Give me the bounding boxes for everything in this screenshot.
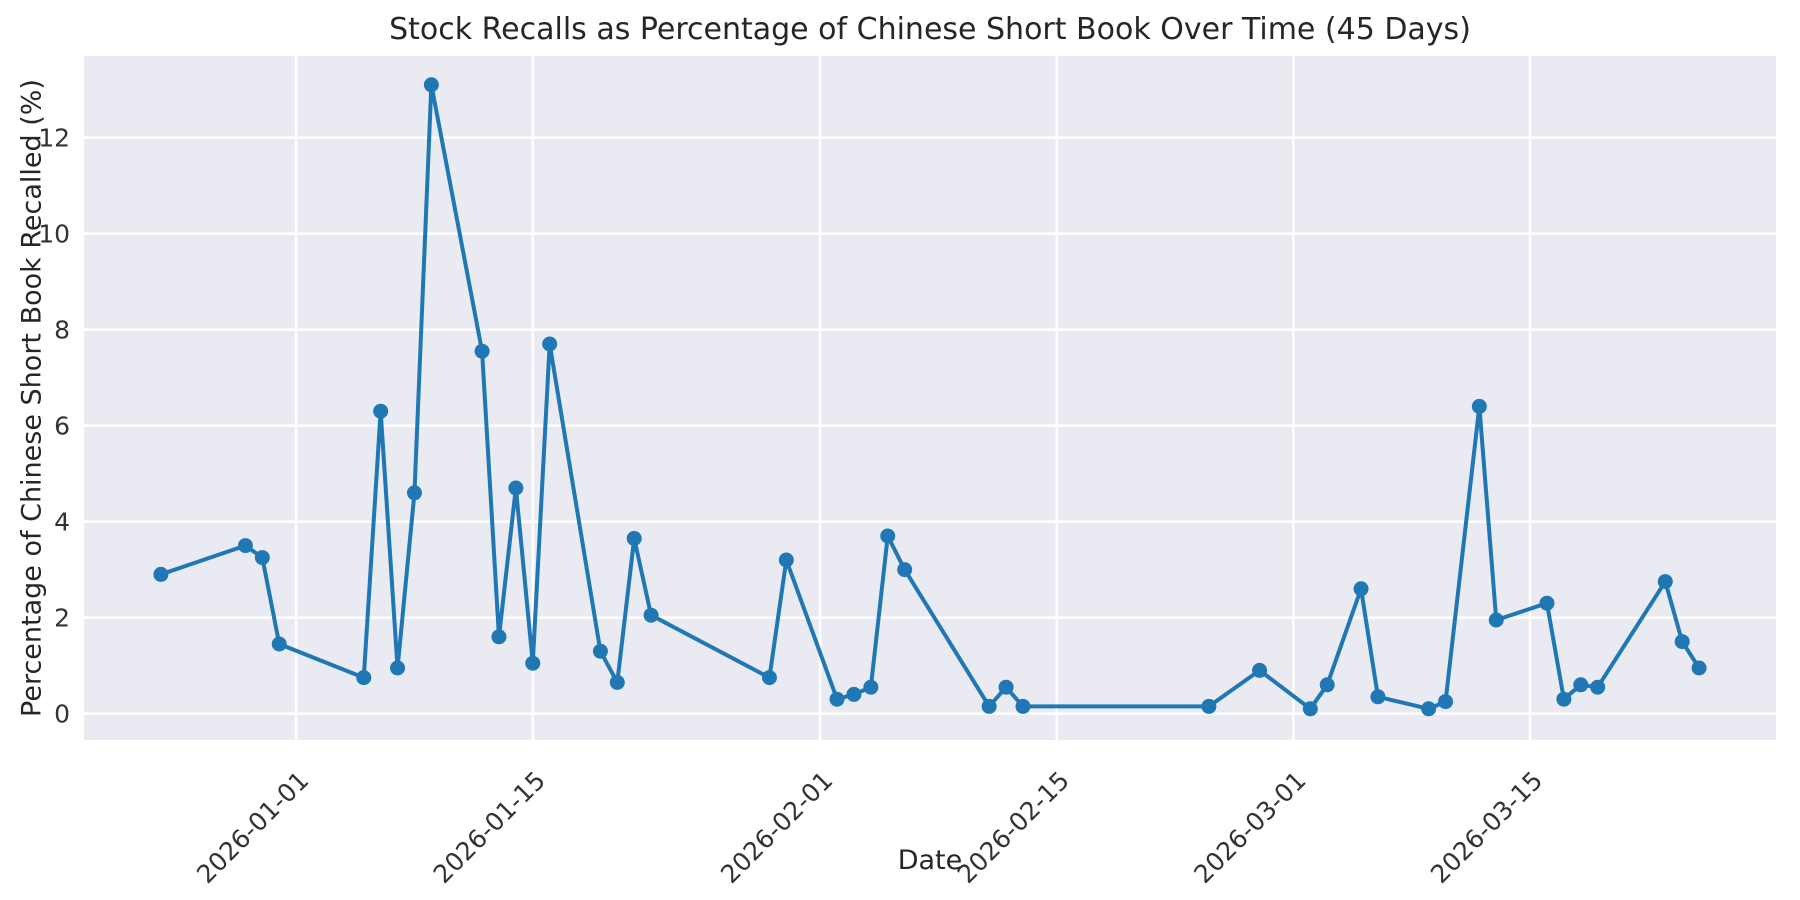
- data-point-marker: [880, 528, 896, 544]
- data-point-marker: [1438, 694, 1454, 710]
- data-point-marker: [1252, 662, 1268, 678]
- data-point-marker: [508, 480, 524, 496]
- data-point-marker: [778, 552, 794, 568]
- chart-title: Stock Recalls as Percentage of Chinese S…: [389, 12, 1471, 47]
- data-point-marker: [1471, 398, 1487, 414]
- data-point-marker: [761, 670, 777, 686]
- data-point-marker: [1674, 634, 1690, 650]
- data-point-marker: [153, 566, 169, 582]
- data-point-marker: [998, 679, 1014, 695]
- data-point-marker: [423, 77, 439, 93]
- data-point-marker: [1657, 574, 1673, 590]
- data-point-marker: [626, 530, 642, 546]
- data-point-marker: [1691, 660, 1707, 676]
- data-point-marker: [1590, 679, 1606, 695]
- data-point-marker: [525, 655, 541, 671]
- data-point-marker: [846, 686, 862, 702]
- data-point-marker: [592, 643, 608, 659]
- data-point-marker: [1556, 691, 1572, 707]
- data-point-marker: [254, 550, 270, 566]
- data-point-marker: [1302, 701, 1318, 717]
- y-tick-label: 12: [38, 124, 70, 153]
- data-point-marker: [271, 636, 287, 652]
- data-point-marker: [237, 538, 253, 554]
- data-point-marker: [491, 629, 507, 645]
- y-tick-label: 10: [38, 220, 70, 249]
- data-point-marker: [542, 336, 558, 352]
- data-point-marker: [474, 343, 490, 359]
- data-point-marker: [1201, 698, 1217, 714]
- data-point-marker: [1488, 612, 1504, 628]
- data-point-marker: [609, 674, 625, 690]
- data-point-marker: [1370, 689, 1386, 705]
- y-tick-label: 4: [54, 508, 70, 537]
- data-point-marker: [897, 562, 913, 578]
- y-tick-label: 0: [54, 700, 70, 729]
- x-axis-label: Date: [897, 845, 963, 876]
- data-point-marker: [1539, 595, 1555, 611]
- data-point-marker: [981, 698, 997, 714]
- data-point-marker: [406, 485, 422, 501]
- data-point-marker: [643, 607, 659, 623]
- data-point-marker: [1573, 677, 1589, 693]
- data-point-marker: [863, 679, 879, 695]
- y-tick-label: 8: [54, 316, 70, 345]
- data-point-marker: [1421, 701, 1437, 717]
- data-point-marker: [390, 660, 406, 676]
- y-tick-label: 6: [54, 412, 70, 441]
- y-tick-label: 2: [54, 604, 70, 633]
- data-point-marker: [829, 691, 845, 707]
- data-point-marker: [1015, 698, 1031, 714]
- data-point-marker: [356, 670, 372, 686]
- y-axis-label: Percentage of Chinese Short Book Recalle…: [16, 79, 48, 717]
- data-point-marker: [1319, 677, 1335, 693]
- data-point-marker: [373, 403, 389, 419]
- plot-background: [84, 56, 1776, 740]
- data-point-marker: [1353, 581, 1369, 597]
